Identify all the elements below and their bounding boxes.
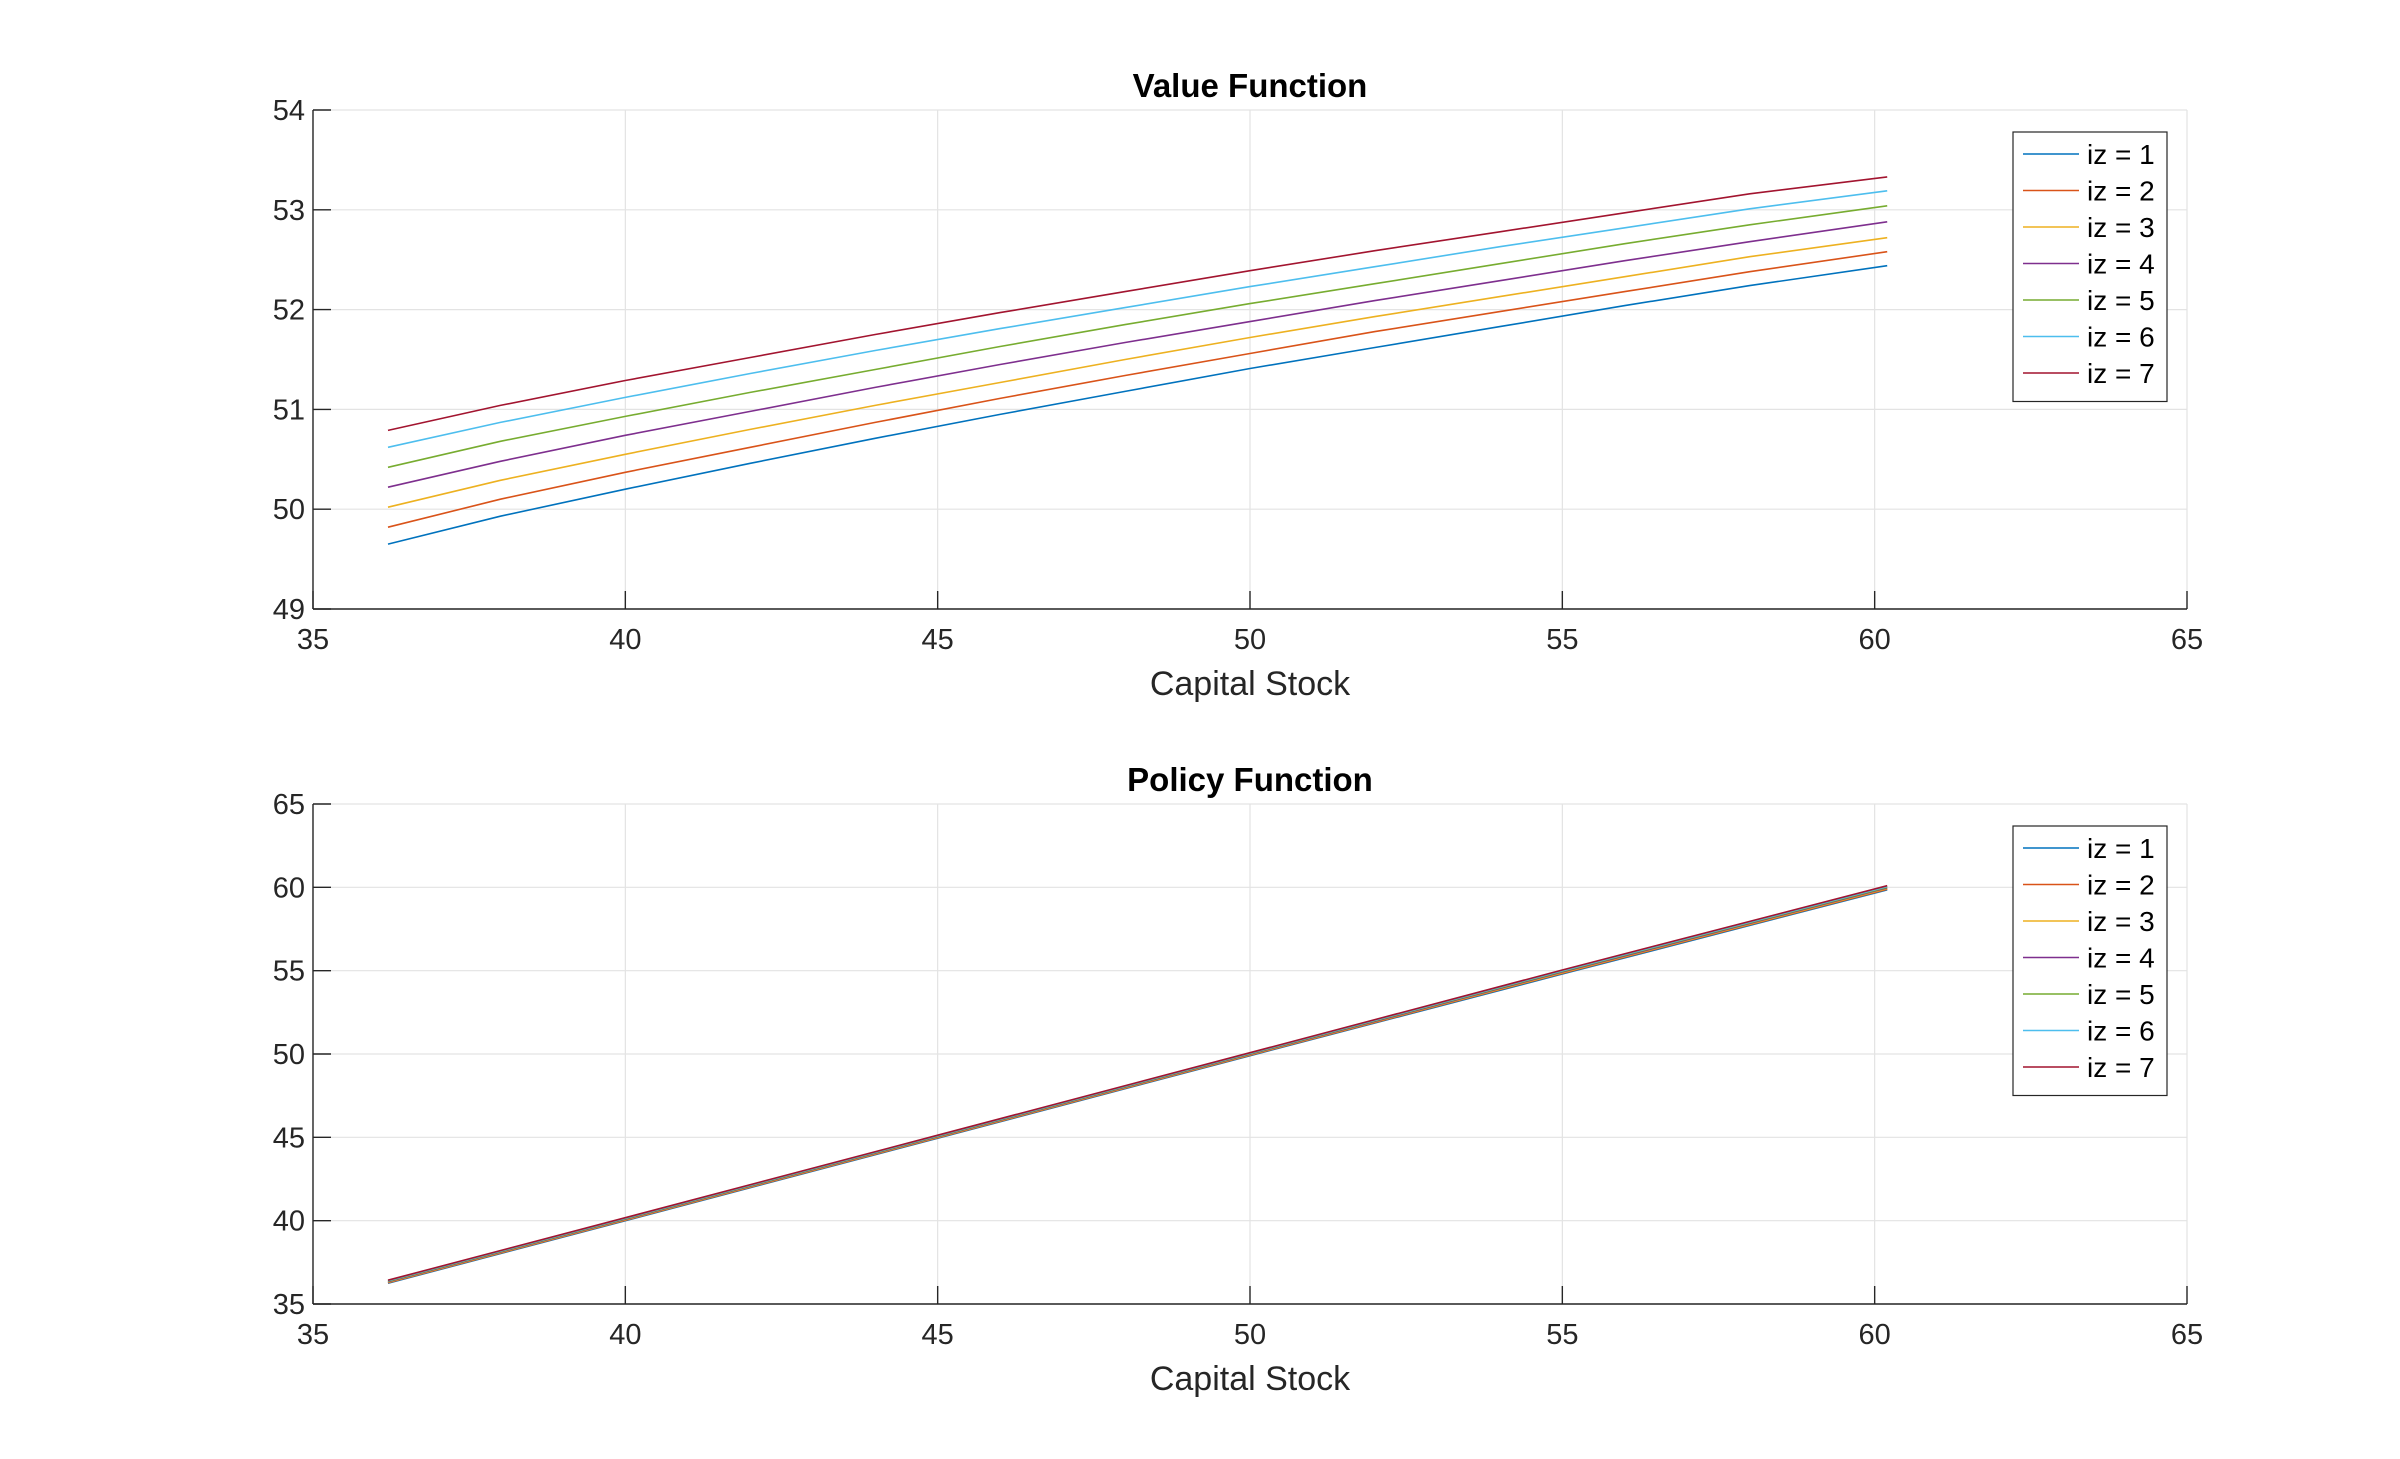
legend-box — [2012, 131, 2168, 403]
y-tick-label: 53 — [273, 195, 305, 227]
series-line-iz-2 — [387, 250, 1888, 528]
y-tick-label: 49 — [273, 594, 305, 626]
x-tick-label: 65 — [2171, 1319, 2203, 1351]
legend-label-iz-3: iz = 3 — [2087, 212, 2155, 243]
series-line-iz-5 — [387, 205, 1888, 469]
x-tick-label: 35 — [297, 624, 329, 656]
series-line-iz-3 — [387, 236, 1888, 508]
series-line-iz-6 — [387, 190, 1888, 449]
legend-label-iz-1: iz = 1 — [2087, 833, 2155, 864]
series-line-iz-7 — [387, 884, 1888, 1281]
y-tick-label: 40 — [273, 1206, 305, 1238]
legend-label-iz-4: iz = 4 — [2087, 249, 2155, 280]
x-tick-label: 50 — [1234, 624, 1266, 656]
y-tick-label: 51 — [273, 394, 305, 426]
legend-label-iz-3: iz = 3 — [2087, 906, 2155, 937]
y-tick-label: 35 — [273, 1289, 305, 1321]
x-tick-label: 60 — [1859, 624, 1891, 656]
legend: iz = 1 iz = 2 iz = 3 iz = 4 iz = 5 iz = 6 iz =… — [2012, 825, 2168, 1097]
x-tick-label: 35 — [297, 1319, 329, 1351]
legend-label-iz-5: iz = 5 — [2087, 979, 2155, 1010]
x-axis-label: Capital Stock — [1150, 665, 1351, 703]
chart-2: 35 40 45 50 55 60 65 35 40 45 50 55 60 65 Policy Funct… — [273, 761, 2203, 1398]
x-axis-label: Capital Stock — [1150, 1360, 1351, 1398]
y-tick-label: 65 — [273, 789, 305, 821]
legend: iz = 1 iz = 2 iz = 3 iz = 4 iz = 5 iz = 6 iz =… — [2012, 131, 2168, 403]
legend-label-iz-1: iz = 1 — [2087, 139, 2155, 170]
y-tick-label: 60 — [273, 872, 305, 904]
legend-label-iz-4: iz = 4 — [2087, 943, 2155, 974]
y-tick-label: 50 — [273, 494, 305, 526]
y-tick-label: 55 — [273, 956, 305, 988]
chart-1: 35 40 45 50 55 60 65 49 50 51 52 53 54 Value Function… — [273, 67, 2203, 703]
legend-label-iz-2: iz = 2 — [2087, 176, 2155, 207]
legend-label-iz-2: iz = 2 — [2087, 870, 2155, 901]
y-tick-label: 50 — [273, 1039, 305, 1071]
chart-title: Policy Function — [1127, 761, 1373, 798]
x-tick-label: 40 — [609, 1319, 641, 1351]
x-tick-label: 40 — [609, 624, 641, 656]
x-tick-label: 60 — [1859, 1319, 1891, 1351]
legend-box — [2012, 825, 2168, 1097]
legend-label-iz-7: iz = 7 — [2087, 358, 2155, 389]
x-tick-label: 45 — [922, 624, 954, 656]
series-line-iz-1 — [387, 264, 1888, 545]
legend-label-iz-6: iz = 6 — [2087, 322, 2155, 353]
x-tick-label: 55 — [1546, 1319, 1578, 1351]
y-tick-label: 45 — [273, 1122, 305, 1154]
x-tick-label: 65 — [2171, 624, 2203, 656]
legend-label-iz-5: iz = 5 — [2087, 285, 2155, 316]
x-tick-label: 50 — [1234, 1319, 1266, 1351]
legend-label-iz-7: iz = 7 — [2087, 1052, 2155, 1083]
y-tick-label: 52 — [273, 295, 305, 327]
y-tick-label: 54 — [273, 95, 305, 127]
series-line-iz-4 — [387, 221, 1888, 488]
x-tick-label: 55 — [1546, 624, 1578, 656]
x-tick-label: 45 — [922, 1319, 954, 1351]
series-line-iz-7 — [387, 176, 1888, 432]
chart-title: Value Function — [1133, 67, 1368, 104]
legend-label-iz-6: iz = 6 — [2087, 1016, 2155, 1047]
